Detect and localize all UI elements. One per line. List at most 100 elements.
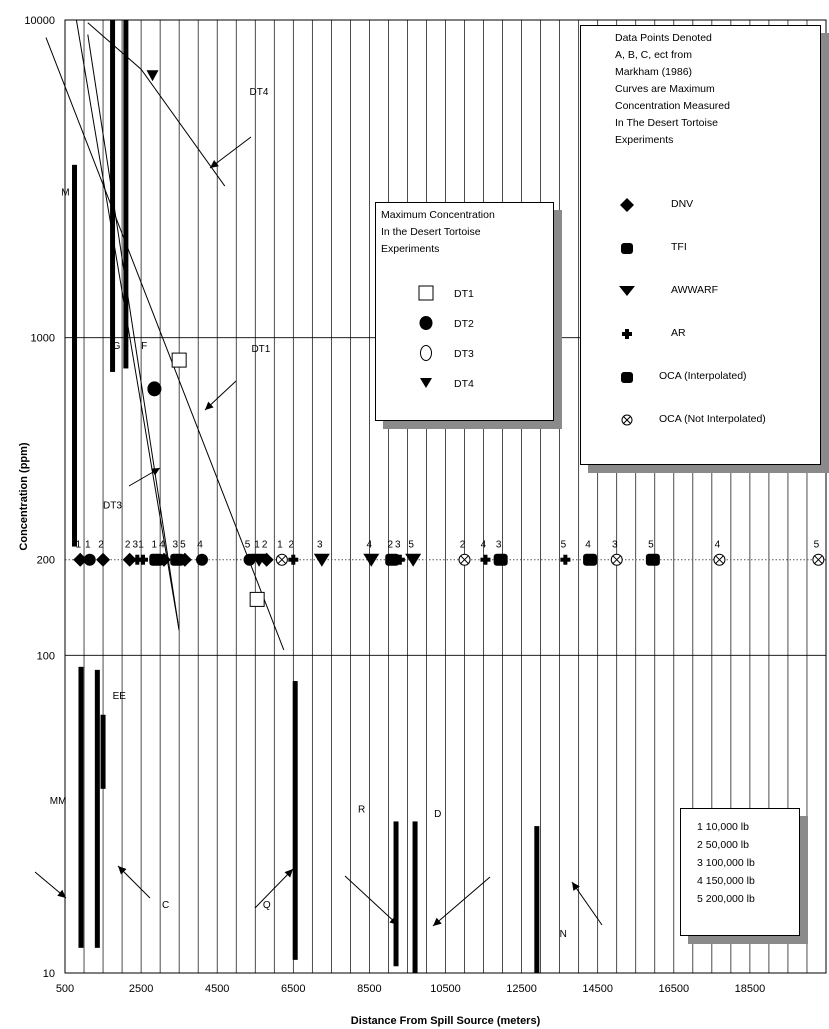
curve-dt4 xyxy=(87,22,226,187)
x-tick-label: 500 xyxy=(56,983,74,995)
point-weight-label: 3 xyxy=(612,540,618,551)
diamond-marker xyxy=(96,552,111,567)
annotation-label: R xyxy=(358,805,365,816)
dt-legend-item-label: DT3 xyxy=(454,348,474,360)
square-marker xyxy=(249,591,265,607)
cross-icon xyxy=(622,329,632,339)
point-ar xyxy=(480,554,491,565)
x-tick-label: 18500 xyxy=(735,983,766,995)
point-tfi xyxy=(195,553,208,566)
weight-legend-item: 5 200,000 lb xyxy=(697,893,755,905)
point-awwarf xyxy=(405,553,422,567)
point-oca-not-interpolated- xyxy=(713,553,726,566)
range-bar xyxy=(110,20,116,372)
point-ar xyxy=(394,554,405,565)
source-legend-item-label: OCA (Interpolated) xyxy=(659,370,747,382)
point-awwarf xyxy=(251,553,268,567)
point-weight-label: 2 xyxy=(125,540,131,551)
point-weight-label: 3 xyxy=(395,540,401,551)
circle-marker xyxy=(243,553,256,566)
point-weight-label: 1 xyxy=(75,540,81,551)
dt-point-dt1 xyxy=(249,591,265,607)
cross-bar-v xyxy=(135,554,140,565)
weight-legend: 1 10,000 lb 2 50,000 lb 3 100,000 lb 4 150,… xyxy=(680,808,800,936)
x-tick-label: 16500 xyxy=(659,983,690,995)
x-tick-label: 6500 xyxy=(281,983,305,995)
point-oca-not-interpolated- xyxy=(610,553,623,566)
point-weight-label: 5 xyxy=(245,540,251,551)
y-tick-label: 10000 xyxy=(24,15,55,27)
point-weight-label: 4 xyxy=(481,540,487,551)
dt-legend-line: Experiments xyxy=(381,243,440,255)
arrow-head xyxy=(389,916,398,925)
dt-legend-line: In the Desert Tortoise xyxy=(381,226,481,238)
source-legend-line: In The Desert Tortoise xyxy=(615,117,718,129)
point-oca-not-interpolated- xyxy=(275,553,288,566)
circle-x-line xyxy=(715,555,724,565)
dt-point-dt1 xyxy=(171,352,187,368)
range-bar xyxy=(292,681,298,960)
weight-legend-item: 2 50,000 lb xyxy=(697,839,749,851)
arrow-line xyxy=(254,868,294,909)
circle-x-line xyxy=(460,555,469,565)
filled-circle-marker xyxy=(147,381,162,397)
point-weight-label: 2 xyxy=(460,540,466,551)
cross-bar-v xyxy=(291,554,296,565)
dt-legend-item-label: DT4 xyxy=(454,378,474,390)
annotation-label: DT4 xyxy=(250,87,269,98)
x-tick-label: 14500 xyxy=(582,983,613,995)
cross-bar-v xyxy=(483,554,488,565)
source-legend-line: Curves are Maximum xyxy=(615,83,715,95)
arrow-head xyxy=(57,889,66,898)
annotation-label: Q xyxy=(263,900,271,911)
point-ar xyxy=(132,554,143,565)
point-oca-interpolated- xyxy=(385,553,400,566)
data-points: 1 2 2 4 5 21 4 5 1 3 4 53 1 2 3 4 51 3 2 3 4 51 2 3 4 5 xyxy=(73,70,825,607)
open-circle-icon xyxy=(420,345,432,361)
open-square-icon xyxy=(418,285,434,301)
point-weight-label: 3 xyxy=(317,540,323,551)
point-weight-label: 4 xyxy=(197,540,203,551)
octagon-marker xyxy=(385,553,400,566)
dt-legend-item-label: DT1 xyxy=(454,288,474,300)
arrow-head xyxy=(205,401,214,410)
point-weight-label: 5 xyxy=(180,540,186,551)
point-weight-label: 2 xyxy=(98,540,104,551)
source-legend-item-label: DNV xyxy=(671,198,694,210)
annotation-label: EE xyxy=(113,691,127,702)
point-tfi xyxy=(243,553,256,566)
octagon-marker xyxy=(149,553,164,566)
range-bar xyxy=(94,669,100,948)
x-tick-label: 2500 xyxy=(129,983,153,995)
range-bar xyxy=(78,666,84,948)
range-bar xyxy=(72,164,78,547)
circle-x-line xyxy=(277,555,287,565)
annotation-label: C xyxy=(162,900,169,911)
arrow-head xyxy=(151,468,160,476)
point-weight-label: 3 xyxy=(172,540,178,551)
octagon-marker xyxy=(645,553,660,566)
point-weight-label: 2 xyxy=(387,540,393,551)
arrow-head xyxy=(572,882,580,891)
curve-dt3 xyxy=(87,34,180,631)
triangle-marker xyxy=(363,553,380,567)
dt-point-dt2 xyxy=(147,381,162,397)
annotation-label: MM xyxy=(50,796,67,807)
diamond-icon xyxy=(620,198,634,212)
triangle-marker xyxy=(405,553,422,567)
point-tfi xyxy=(83,553,96,566)
point-oca-interpolated- xyxy=(149,553,164,566)
point-weight-label: 4 xyxy=(715,540,721,551)
weight-legend-item: 4 150,000 lb xyxy=(697,875,755,887)
source-legend-item-label: AR xyxy=(671,327,686,339)
arrow-head xyxy=(118,866,127,875)
plot-frame xyxy=(64,19,827,974)
point-oca-interpolated- xyxy=(493,553,508,566)
range-bar xyxy=(100,714,106,789)
arrow-head xyxy=(433,917,442,926)
point-ar xyxy=(138,554,149,565)
point-weight-label: 5 xyxy=(648,540,654,551)
weight-legend-item: 3 100,000 lb xyxy=(697,857,755,869)
cross-bar-v xyxy=(397,554,402,565)
triangle-marker xyxy=(146,70,159,82)
